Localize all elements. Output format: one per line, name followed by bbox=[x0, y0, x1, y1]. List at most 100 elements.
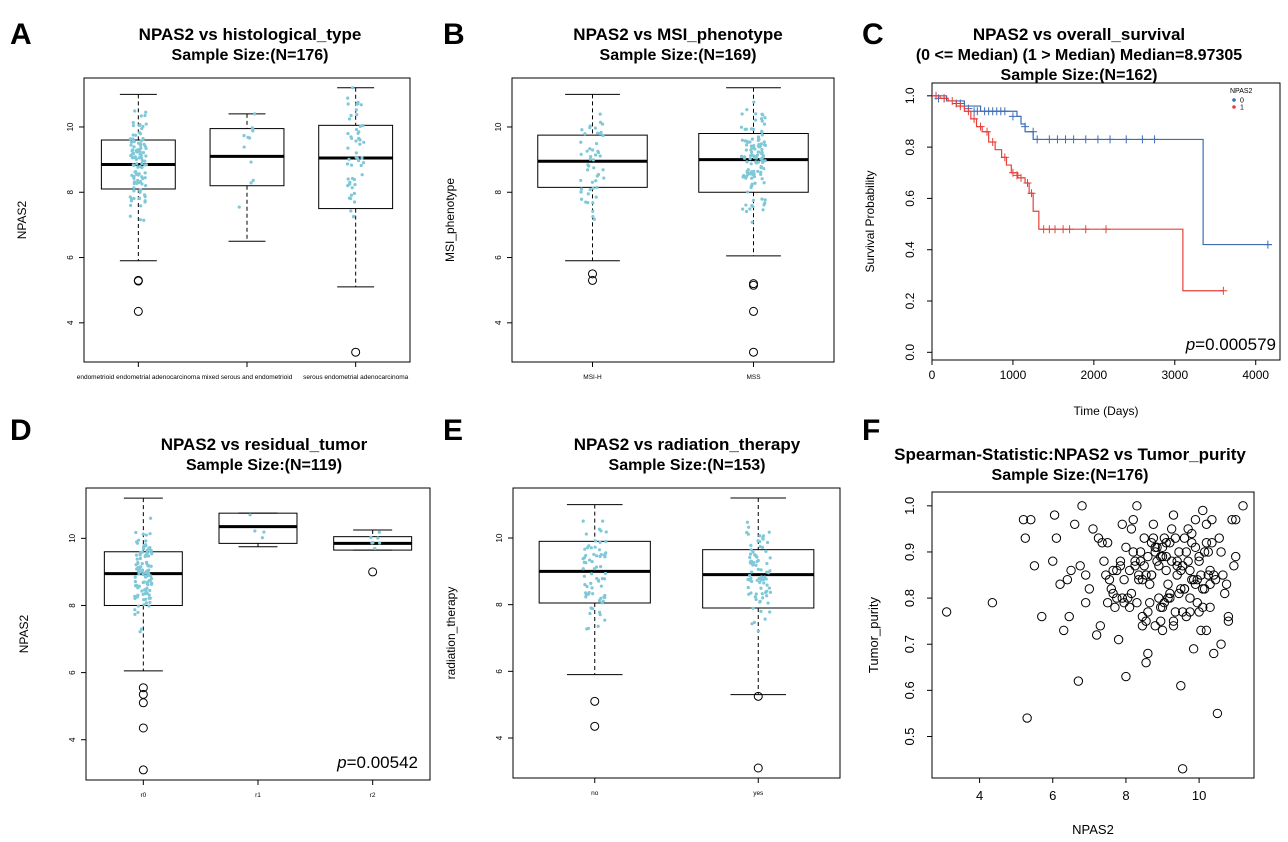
data-point-E bbox=[761, 536, 765, 540]
data-point-E bbox=[592, 552, 596, 557]
plot-frame-B bbox=[511, 77, 835, 363]
legend-marker-1 bbox=[1232, 105, 1236, 109]
censor-mark-1 bbox=[1051, 225, 1060, 234]
scatter-point bbox=[1108, 588, 1118, 599]
plot-frame-E bbox=[512, 487, 841, 779]
scatter-point bbox=[1073, 676, 1084, 686]
data-point-E bbox=[765, 561, 769, 566]
scatter-point bbox=[1161, 551, 1171, 562]
data-point-B bbox=[595, 185, 599, 190]
scatter-point bbox=[1201, 519, 1212, 529]
data-point-E bbox=[765, 540, 770, 545]
scatter-point bbox=[1080, 598, 1091, 608]
data-point-E bbox=[749, 591, 753, 595]
censor-mark-1 bbox=[940, 94, 949, 103]
chart-subtitle-F: Sample Size:(N=176) bbox=[992, 467, 1149, 484]
data-point-B bbox=[588, 187, 592, 192]
data-point-A bbox=[346, 146, 350, 150]
scatter-point bbox=[1137, 621, 1148, 631]
scatter-point bbox=[1091, 630, 1102, 640]
y-axis-label-D: NPAS2 bbox=[17, 614, 31, 653]
censor-mark-0 bbox=[1150, 135, 1159, 144]
data-point-D bbox=[141, 580, 145, 585]
data-point-D bbox=[148, 549, 152, 553]
data-point-E bbox=[748, 555, 752, 560]
data-point-B bbox=[750, 176, 754, 180]
y-tick-label-C: 0.8 bbox=[903, 138, 917, 155]
data-point-B bbox=[762, 122, 767, 126]
scatter-point bbox=[1157, 542, 1168, 553]
data-point-B bbox=[748, 154, 753, 158]
data-point-B bbox=[749, 144, 753, 148]
data-point-E bbox=[593, 539, 598, 543]
scatter-point bbox=[1159, 598, 1170, 608]
scatter-point bbox=[1029, 561, 1040, 571]
censor-mark-0 bbox=[1106, 135, 1115, 144]
scatter-point bbox=[1148, 519, 1159, 529]
scatter-point bbox=[1179, 584, 1190, 594]
data-point-B bbox=[593, 126, 597, 130]
data-point-E bbox=[595, 554, 599, 558]
data-point-A bbox=[135, 148, 139, 152]
data-point-B bbox=[740, 112, 744, 116]
outlier-point-B bbox=[749, 306, 758, 316]
outlier-point-B bbox=[588, 269, 597, 279]
data-point-A bbox=[140, 175, 144, 179]
scatter-point bbox=[1128, 514, 1138, 525]
data-point-E bbox=[590, 560, 594, 564]
scatter-point bbox=[1139, 533, 1149, 543]
data-point-A bbox=[346, 96, 350, 100]
data-point-B bbox=[750, 184, 754, 188]
scatter-point bbox=[1198, 584, 1208, 594]
data-point-B bbox=[579, 152, 583, 156]
x-tick-label-B: MSI-H bbox=[583, 374, 602, 381]
y-axis-label-E: radiation_therapy bbox=[444, 587, 458, 680]
data-point-D bbox=[146, 564, 150, 568]
data-point-B bbox=[752, 100, 756, 104]
censor-mark-0 bbox=[1093, 135, 1102, 144]
data-point-A bbox=[138, 132, 143, 136]
data-point-A bbox=[132, 176, 136, 180]
data-point-E bbox=[602, 595, 606, 599]
scatter-point bbox=[1157, 625, 1168, 636]
data-point-B bbox=[760, 119, 764, 123]
scatter-point bbox=[1190, 514, 1201, 525]
data-point-B bbox=[596, 131, 600, 135]
data-point-A bbox=[144, 122, 148, 126]
scatter-point bbox=[1205, 579, 1215, 589]
y-tick-label-E: 6 bbox=[495, 669, 504, 674]
data-point-B bbox=[591, 158, 595, 162]
data-point-E bbox=[767, 530, 771, 534]
data-point-B bbox=[591, 215, 595, 219]
data-point-A bbox=[140, 182, 144, 186]
data-point-E bbox=[595, 576, 599, 581]
scatter-point bbox=[1132, 598, 1142, 608]
data-point-A bbox=[355, 113, 359, 117]
scatter-point bbox=[1212, 708, 1223, 719]
scatter-point bbox=[1203, 570, 1213, 580]
data-point-A bbox=[142, 193, 147, 197]
scatter-point bbox=[1168, 621, 1179, 631]
chart-subtitle-B: Sample Size:(N=169) bbox=[600, 47, 757, 64]
censor-mark-1 bbox=[1023, 179, 1032, 188]
y-tick-label-D: 10 bbox=[68, 533, 77, 542]
data-point-E bbox=[747, 525, 751, 529]
scatter-point bbox=[1209, 570, 1219, 580]
scatter-point bbox=[1170, 607, 1181, 617]
chart-subtitle-A: Sample Size:(N=176) bbox=[172, 47, 329, 64]
data-point-B bbox=[591, 201, 595, 205]
data-point-E bbox=[759, 568, 763, 572]
data-point-B bbox=[739, 125, 744, 129]
data-point-D bbox=[141, 532, 145, 536]
data-point-A bbox=[137, 196, 141, 200]
data-point-D bbox=[135, 595, 139, 599]
censor-mark-1 bbox=[948, 96, 957, 105]
survival-curve-0 bbox=[932, 95, 1272, 246]
scatter-point bbox=[1209, 648, 1219, 659]
data-point-D bbox=[147, 593, 151, 597]
data-point-A bbox=[138, 143, 143, 147]
outlier-point-A bbox=[133, 306, 143, 316]
outlier-point-D bbox=[138, 698, 148, 708]
plot-frame-C bbox=[931, 82, 1281, 361]
data-point-B bbox=[586, 192, 590, 196]
